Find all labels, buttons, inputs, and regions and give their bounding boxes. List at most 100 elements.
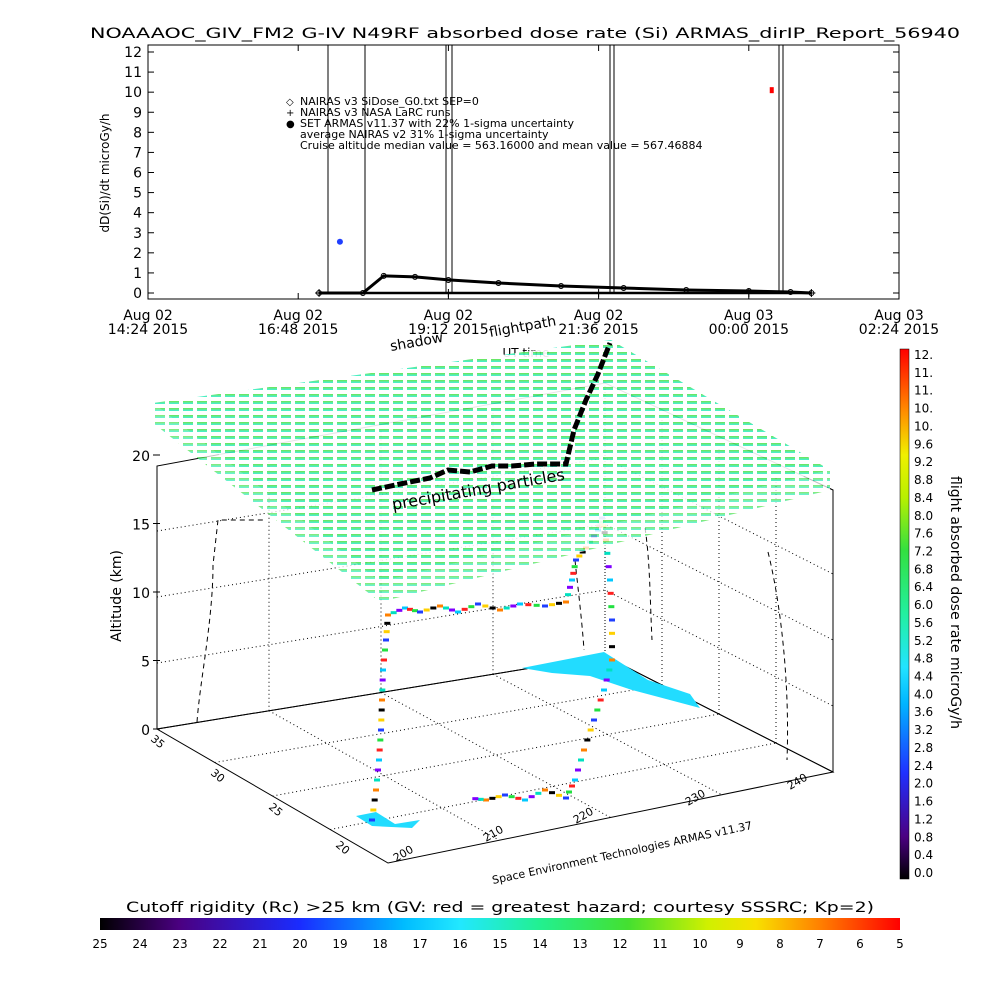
- y-tick-label: 7: [133, 145, 142, 161]
- flight-path-segment: [607, 591, 614, 595]
- bottom-tick-label: 21: [252, 937, 267, 951]
- bottom-tick-label: 15: [492, 937, 507, 951]
- flight-path-segment: [576, 554, 583, 558]
- flight-path-segment: [569, 784, 575, 788]
- flight-path-segment: [385, 613, 391, 617]
- cutoff-patch-small: [356, 812, 420, 828]
- lat-tick-label: 35: [148, 732, 167, 751]
- right-colorbar-ramp: [899, 348, 910, 880]
- x-tick-time: 02:24 2015: [859, 322, 939, 338]
- right-tick-label: 2.4: [914, 759, 933, 773]
- flight-path-segment: [477, 797, 484, 801]
- right-tick-label: 4.4: [914, 670, 933, 684]
- bottom-tick-label: 18: [372, 937, 387, 951]
- flight-path-segment: [569, 578, 575, 582]
- z-axis-label: Altitude (km): [109, 550, 125, 642]
- y-tick-label: 6: [133, 166, 142, 182]
- cutoff-patch: [522, 652, 700, 708]
- floor-grid-line: [380, 692, 611, 818]
- right-tick-label: 8.0: [914, 509, 933, 523]
- flight-path-segment: [379, 678, 386, 682]
- flight-path-segment: [430, 606, 437, 610]
- series-larc-point: [744, 289, 753, 297]
- flight-path-segment: [522, 798, 528, 802]
- right-tick-label: 7.2: [914, 544, 933, 558]
- bottom-tick-label: 23: [172, 937, 187, 951]
- right-tick-label: 11.: [914, 384, 933, 398]
- series-larc-point: [594, 289, 603, 297]
- flight-path-segment: [384, 621, 391, 625]
- flight-path-segment: [382, 648, 388, 652]
- right-tick-label: 6.4: [914, 580, 933, 594]
- flight-path-segment: [375, 768, 381, 772]
- bottom-tick-label: 24: [132, 937, 147, 951]
- bottom-tick-label: 12: [612, 937, 627, 951]
- flight-path-segment: [563, 600, 569, 604]
- flight-path-segment: [407, 607, 413, 611]
- legend-text: Cruise altitude median value = 563.16000…: [300, 139, 703, 152]
- flight-path-segment: [535, 791, 542, 795]
- bottom-tick-label: 22: [212, 937, 227, 951]
- legend-text: SET ARMAS v11.37 with 22% 1-sigma uncert…: [300, 117, 574, 130]
- flight-path-segment: [608, 605, 615, 609]
- lon-tick-label: 240: [785, 771, 810, 793]
- lon-projection-2: [574, 559, 585, 651]
- floor-grid-line: [214, 684, 663, 763]
- flight-path-segment: [575, 768, 581, 772]
- top-legend: ◇ NAIRAS v3 SiDose_G0.txt SEP=0 + NAIRAS v3…: [286, 95, 703, 152]
- flight-path-segment: [390, 611, 397, 615]
- lon-projection: [644, 527, 789, 761]
- z-tick-label: 5: [141, 655, 150, 671]
- right-tick-label: 4.0: [914, 687, 933, 701]
- top-chart-frame: [147, 44, 900, 300]
- z-tick-label: 10: [132, 586, 150, 602]
- lat-tick-label: 30: [208, 766, 227, 785]
- flight-path-segment: [374, 778, 380, 782]
- flight-path-segment: [515, 796, 522, 800]
- right-tick-label: 11.: [914, 366, 933, 380]
- flight-path-segment: [605, 565, 612, 569]
- flight-path-segment: [482, 604, 489, 608]
- flight-path-segment: [497, 608, 503, 612]
- flight-path-segment: [378, 718, 385, 722]
- right-colorbar-label: flight absorbed dose rate microGy/h: [947, 476, 963, 729]
- flight-path-segment: [573, 558, 579, 562]
- flight-path-segment: [412, 609, 418, 613]
- right-tick-label: 9.6: [914, 437, 933, 451]
- bottom-tick-label: 7: [816, 937, 824, 951]
- flight-path-segment: [376, 748, 383, 752]
- bottom-tick-label: 11: [652, 937, 667, 951]
- flightpath-label: flightpath: [488, 313, 558, 341]
- flight-path-segment: [567, 585, 573, 589]
- floor-grid-line: [272, 713, 720, 797]
- right-tick-label: 8.8: [914, 473, 933, 487]
- lon-tick-label: 200: [391, 843, 416, 865]
- x-tick-date: Aug 02: [574, 308, 624, 324]
- right-tick-label: 8.4: [914, 491, 933, 505]
- flight-path-segment: [468, 605, 475, 609]
- x-tick-date: Aug 03: [874, 308, 924, 324]
- back-grid-line: [156, 457, 834, 575]
- flight-path-segment: [502, 793, 508, 797]
- y-tick-label: 4: [133, 206, 142, 222]
- bottom-tick-label: 19: [332, 937, 347, 951]
- credit-label: Space Environment Technologies ARMAS v11…: [491, 819, 753, 887]
- bottom-tick-label: 20: [292, 937, 307, 951]
- y-tick-label: 2: [133, 246, 142, 262]
- x-tick-time: 21:36 2015: [558, 322, 638, 338]
- rigidity-sheet: [153, 340, 830, 582]
- flight-path-segment: [383, 638, 389, 642]
- series-larc-point: [444, 289, 453, 297]
- bottom-colorbar-ticks: 25 24 23 22 21 20 19 18 17 16 15 14 13 12 11 10 9 8 7 6 5: [92, 937, 903, 951]
- flight-path-segment: [609, 618, 615, 622]
- flight-path-segment: [379, 688, 386, 692]
- z-tick-label: 15: [132, 518, 150, 534]
- flight-path-segment: [371, 798, 378, 802]
- legend-symbol: +: [286, 108, 294, 119]
- figure-title: NOAAAOC_GIV_FM2 G-IV N49RF absorbed dose…: [90, 26, 960, 42]
- y-tick-label: 10: [124, 85, 142, 101]
- flight-path-segment: [383, 630, 390, 634]
- flight-path-segment: [542, 788, 548, 792]
